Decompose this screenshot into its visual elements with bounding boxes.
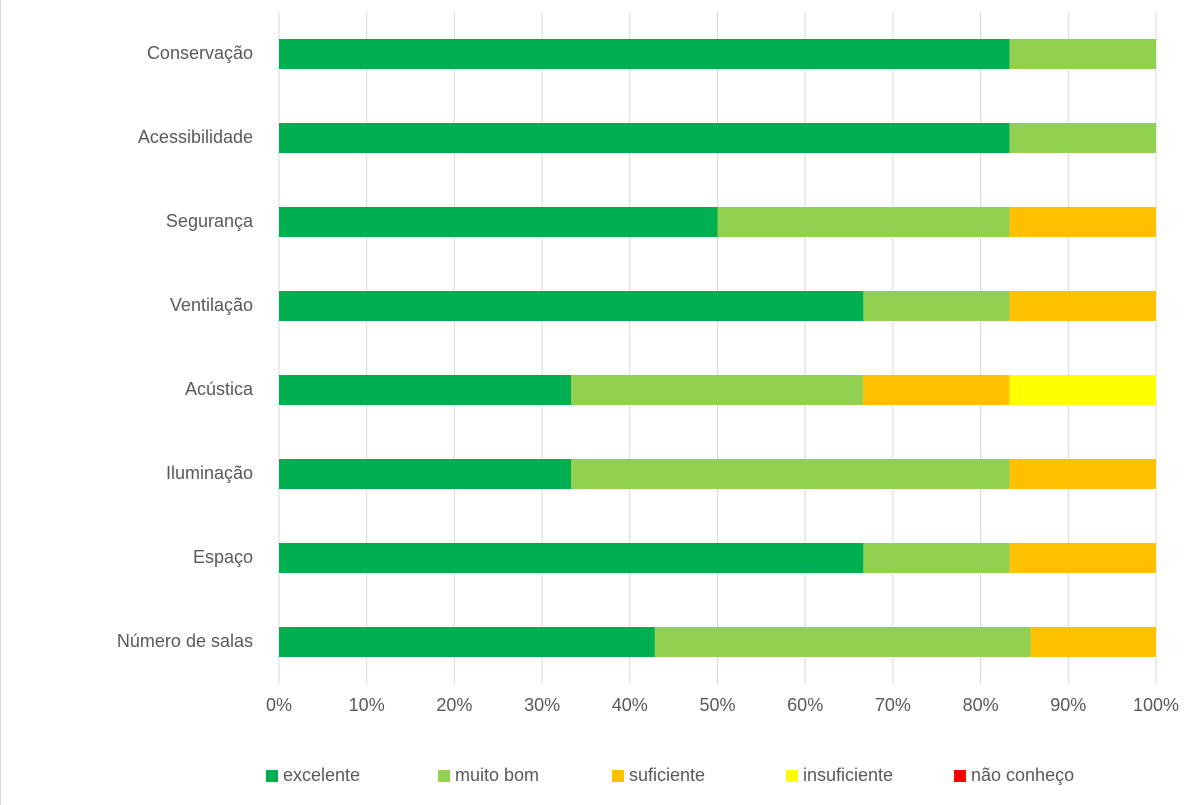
bar-segment xyxy=(1009,207,1156,237)
legend-swatch xyxy=(954,770,966,782)
bar-segment xyxy=(1009,375,1156,405)
x-tick-label: 20% xyxy=(436,695,472,715)
x-tick-label: 100% xyxy=(1133,695,1179,715)
bar-segment xyxy=(279,123,1010,153)
bar-segment xyxy=(571,375,864,405)
bar-segment xyxy=(654,627,1031,657)
bar-segment xyxy=(717,207,1010,237)
legend-label: insuficiente xyxy=(803,765,893,785)
bar-segment xyxy=(279,627,655,657)
legend-swatch xyxy=(786,770,798,782)
x-tick-label: 60% xyxy=(787,695,823,715)
x-axis-tick-labels: 0% 10% 20% 30% 40% 50% 60% 70% 80% 90% 100% xyxy=(266,695,1179,715)
gridlines xyxy=(278,12,1157,684)
category-label: Número de salas xyxy=(117,631,253,651)
bar-segment xyxy=(1009,459,1156,489)
legend-swatch xyxy=(438,770,450,782)
category-label: Ventilação xyxy=(170,295,253,315)
legend-swatch xyxy=(266,770,278,782)
bar-segment xyxy=(279,291,864,321)
bar-segment xyxy=(1009,123,1156,153)
bar-segment xyxy=(863,543,1010,573)
bar-segment xyxy=(279,459,572,489)
legend-swatch xyxy=(612,770,624,782)
category-labels: Conservação Acessibilidade Segurança Ventil… xyxy=(117,43,254,651)
legend-label: não conheço xyxy=(971,765,1074,785)
x-tick-label: 50% xyxy=(699,695,735,715)
bar-segment xyxy=(863,291,1010,321)
bar-segment xyxy=(1030,627,1156,657)
bar-segment xyxy=(279,375,572,405)
x-tick-label: 40% xyxy=(612,695,648,715)
bar-segment xyxy=(1009,543,1156,573)
legend-label: suficiente xyxy=(629,765,705,785)
bar-segment xyxy=(1009,39,1156,69)
category-label: Acessibilidade xyxy=(138,127,253,147)
legend-label: excelente xyxy=(283,765,360,785)
category-label: Segurança xyxy=(166,211,254,231)
x-tick-label: 80% xyxy=(963,695,999,715)
category-label: Conservação xyxy=(147,43,253,63)
category-label: Espaço xyxy=(193,547,253,567)
bar-segment xyxy=(279,207,718,237)
x-tick-label: 70% xyxy=(875,695,911,715)
category-label: Acústica xyxy=(185,379,254,399)
bar-segment xyxy=(279,543,864,573)
x-tick-label: 30% xyxy=(524,695,560,715)
bar-segment xyxy=(1009,291,1156,321)
x-tick-label: 0% xyxy=(266,695,292,715)
bars xyxy=(279,39,1156,657)
bar-segment xyxy=(279,39,1010,69)
bar-segment xyxy=(571,459,1010,489)
category-label: Iluminação xyxy=(166,463,253,483)
legend-label: muito bom xyxy=(455,765,539,785)
x-tick-label: 90% xyxy=(1050,695,1086,715)
legend: excelente muito bom suficiente insuficiente… xyxy=(266,765,1074,785)
x-tick-label: 10% xyxy=(349,695,385,715)
bar-segment xyxy=(863,375,1010,405)
